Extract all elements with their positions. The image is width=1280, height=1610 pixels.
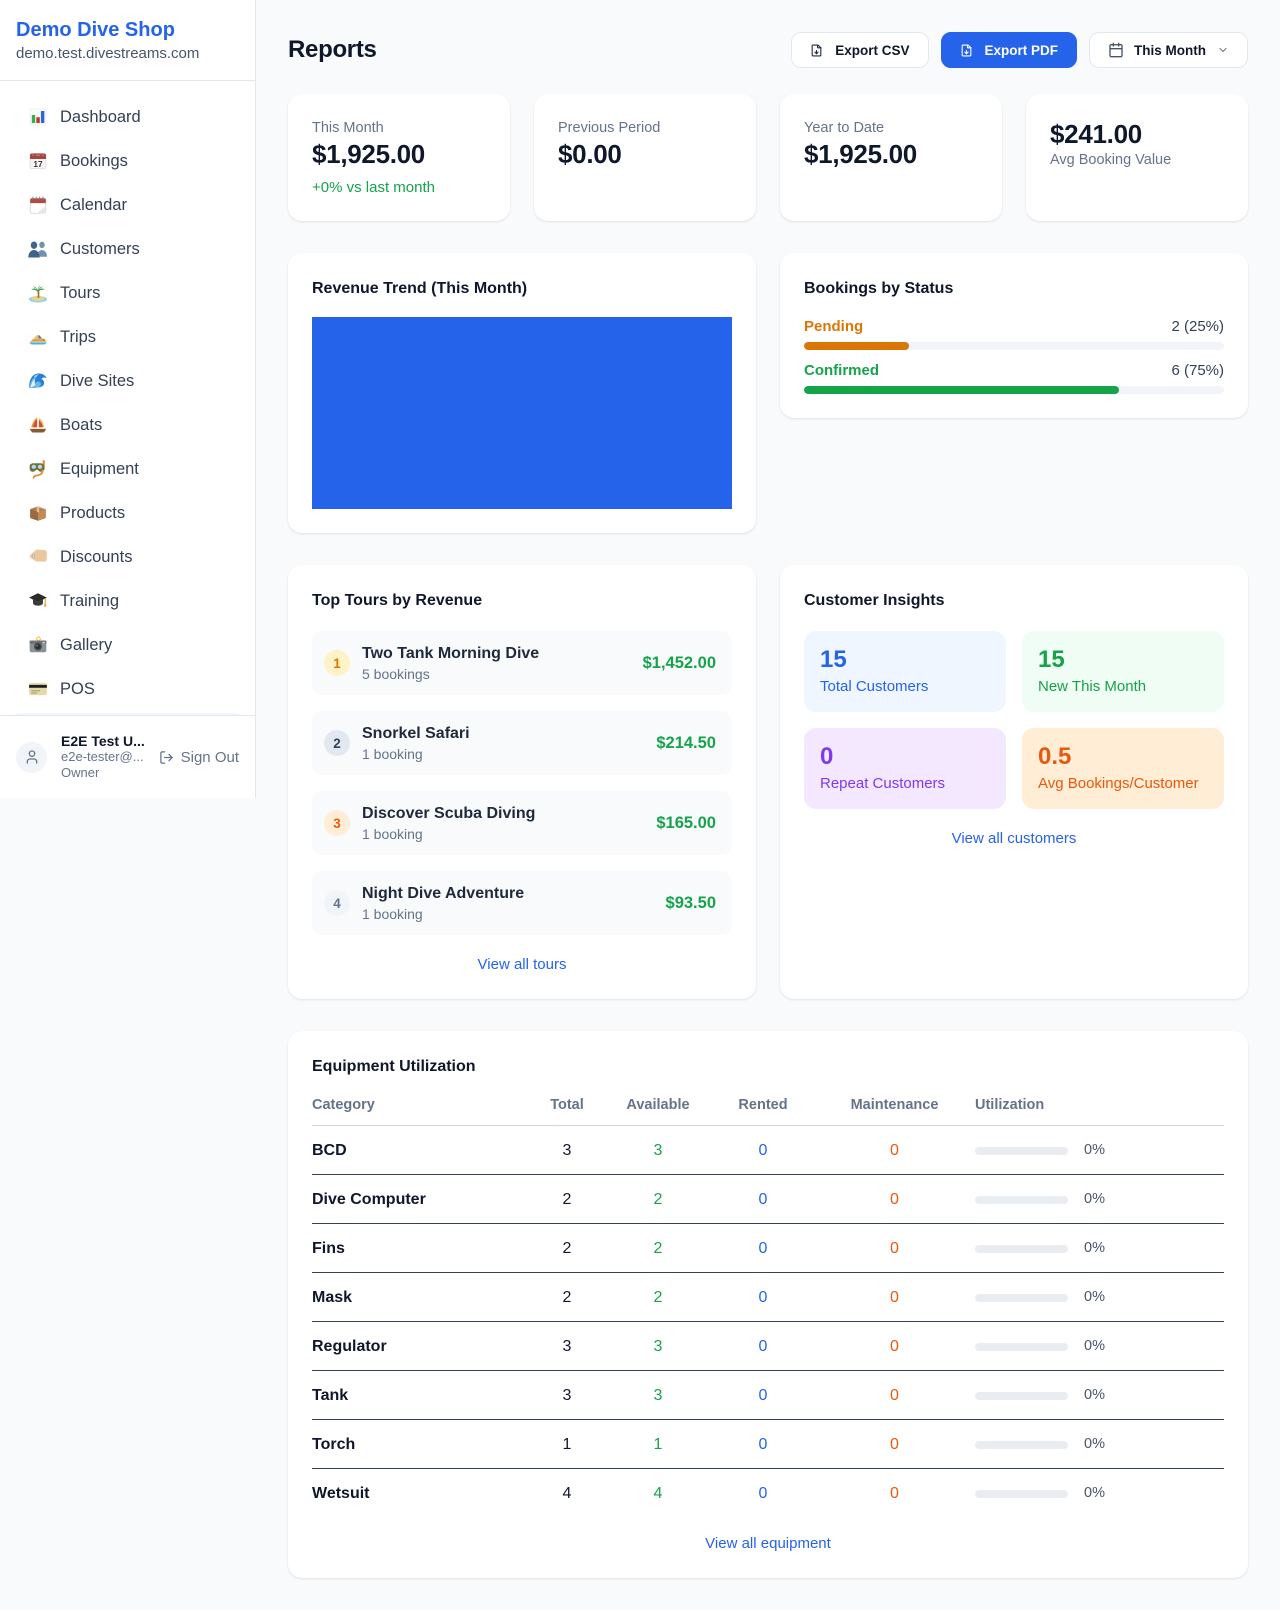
svg-text:17: 17 (33, 159, 43, 169)
